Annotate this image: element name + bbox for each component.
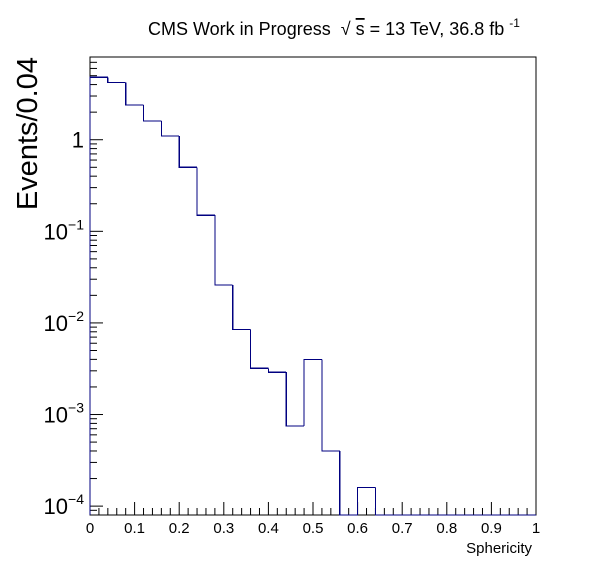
- histogram-bin: [107, 77, 126, 84]
- x-tick-label: 0.3: [213, 520, 234, 537]
- histogram-bin: [339, 450, 358, 516]
- histogram-bin: [249, 329, 269, 369]
- histogram-bin: [285, 372, 305, 427]
- y-tick-exponent: −1: [68, 216, 84, 232]
- x-tick-label: 0.8: [436, 520, 457, 537]
- x-tick-label: 0.4: [258, 520, 279, 537]
- y-tick-base: 10: [44, 403, 68, 428]
- histogram-bin: [160, 121, 180, 137]
- y-tick-base: 1: [72, 128, 84, 153]
- x-tick-label: 0: [86, 520, 94, 537]
- chart-title: CMS Work in Progress √ s = 13 TeV, 36.8 …: [148, 16, 520, 39]
- histogram-bin: [214, 215, 233, 286]
- histogram-bin: [357, 486, 376, 515]
- x-tick-label: 0.9: [481, 520, 502, 537]
- histogram-bin: [196, 167, 215, 216]
- histogram-bin: [232, 284, 251, 330]
- title-sqrt-var: s: [356, 19, 365, 39]
- y-tick-label: 10−4: [44, 491, 85, 519]
- x-tick-label: 0.5: [303, 520, 324, 537]
- ticks-layer: 0 0.1 0.2 0.3 0.4 0.5 0.6 0.7 0.8 0.9 1110−110−210…: [44, 56, 540, 537]
- y-tick-exponent: −2: [68, 308, 84, 324]
- y-tick-base: 10: [44, 219, 68, 244]
- histogram-bin: [267, 368, 287, 373]
- title-energy-lumi: = 13 TeV, 36.8 fb: [370, 19, 505, 39]
- histogram-bin: [142, 104, 162, 122]
- title-sqrt-symbol: √: [341, 19, 351, 39]
- histogram-bin: [374, 487, 394, 516]
- y-tick-base: 10: [44, 494, 68, 519]
- x-tick-label: 1: [532, 520, 540, 537]
- x-tick-label: 0.7: [392, 520, 413, 537]
- y-tick-base: 10: [44, 311, 68, 336]
- histogram-bin: [303, 358, 322, 426]
- histogram-layer: [89, 76, 536, 516]
- y-axis-label: Events/0.04: [12, 57, 44, 210]
- x-tick-label: 0.1: [124, 520, 145, 537]
- histogram-bin: [89, 76, 108, 515]
- histogram-bin: [321, 359, 340, 452]
- y-tick-exponent: −4: [68, 491, 84, 507]
- x-axis-label: Sphericity: [466, 540, 532, 557]
- histogram-bin: [178, 135, 198, 168]
- histogram-bin: [125, 82, 144, 106]
- title-lumi-exponent: -1: [509, 16, 520, 30]
- x-tick-label: 0.6: [347, 520, 368, 537]
- x-tick-label: 0.2: [169, 520, 190, 537]
- y-tick-label: 1: [72, 128, 84, 153]
- y-tick-label: 10−3: [44, 400, 85, 428]
- y-tick-label: 10−2: [44, 308, 85, 336]
- title-experiment: CMS Work in Progress: [148, 19, 331, 39]
- y-tick-label: 10−1: [44, 216, 85, 244]
- y-tick-exponent: −3: [68, 400, 84, 416]
